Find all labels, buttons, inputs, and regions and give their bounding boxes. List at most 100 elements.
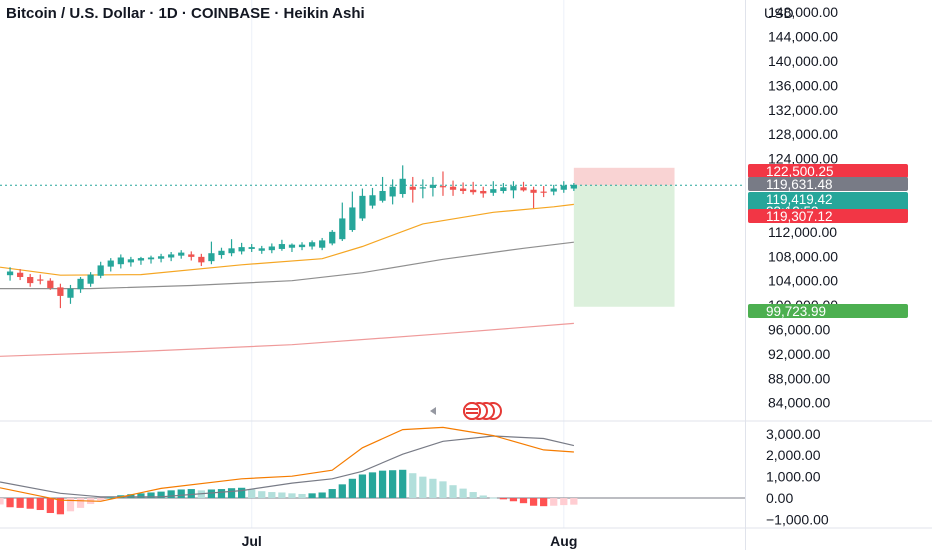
position-tool[interactable] (0, 167, 745, 307)
candle (490, 181, 497, 196)
macd-histogram-bar (127, 494, 135, 499)
price-label-badge: 119,307.12 (748, 209, 908, 224)
candle (349, 191, 356, 232)
moving-average-line (0, 203, 574, 276)
macd-histogram-bar (449, 485, 457, 499)
macd-histogram-bar (338, 484, 346, 499)
candle (389, 179, 396, 205)
events-arrow-icon (430, 407, 436, 415)
candle (550, 184, 557, 196)
macd-histogram-bar (26, 498, 34, 509)
events-icon[interactable] (430, 402, 502, 420)
candle-body (339, 218, 346, 240)
price-label-background (748, 177, 908, 191)
candle-body (97, 265, 104, 276)
candle (530, 186, 537, 209)
candle-body (510, 186, 517, 191)
macd-histogram-bar (36, 498, 44, 511)
candle (97, 261, 104, 279)
candle-body (449, 186, 457, 190)
y-tick-label: 128,000.00 (768, 126, 838, 142)
y-tick-label: 84,000.00 (768, 395, 830, 411)
macd-histogram-bar (318, 492, 326, 499)
price-axis[interactable]: 84,000.0088,000.0092,000.0096,000.00100,… (242, 4, 839, 549)
macd-histogram-bar (519, 498, 528, 504)
candle-body (298, 244, 306, 248)
macd-histogram-bar (268, 492, 276, 499)
macd-histogram-bar (248, 489, 256, 499)
macd-histogram-bar (227, 488, 236, 499)
macd-histogram-bar (489, 497, 497, 499)
moving-average-line (0, 241, 574, 290)
macd-histogram-bar (278, 492, 286, 499)
candle (77, 277, 84, 293)
candle (298, 242, 306, 251)
macd-histogram-bar (368, 472, 377, 499)
candle (278, 239, 286, 251)
macd-histogram-bar (46, 498, 54, 514)
candle-body (369, 195, 376, 206)
y-tick-label: 148,000.00 (768, 4, 838, 20)
event-flag-icon[interactable] (463, 402, 481, 420)
candle (359, 188, 366, 221)
stop-loss-zone[interactable] (573, 167, 675, 186)
candle (319, 237, 326, 251)
y-tick-label: 2,000.00 (766, 447, 821, 463)
candle-body (137, 258, 145, 261)
y-tick-label: 1,000.00 (766, 469, 821, 485)
macd-histogram-bar (177, 489, 185, 499)
candle (27, 273, 34, 287)
y-tick-label: 3,000.00 (766, 426, 821, 442)
macd-histogram-bar (308, 493, 316, 499)
candle-body (550, 188, 557, 192)
price-labels: 122,500.25119,631.48119,419.4223:12:5311… (748, 164, 908, 319)
price-label-badge: 99,723.99 (748, 304, 908, 319)
chart-title: Bitcoin / U.S. Dollar · 1D · COINBASE · … (6, 5, 365, 22)
candle (157, 253, 165, 263)
y-tick-label: 140,000.00 (768, 53, 838, 69)
candle (258, 245, 265, 254)
macd-histogram-bar (97, 498, 105, 501)
candle (37, 274, 44, 285)
candle-body (67, 288, 74, 298)
candle-body (288, 244, 296, 248)
macd-histogram-bar (56, 498, 65, 515)
candle-body (157, 256, 165, 259)
candle-body (500, 187, 507, 191)
macd-histogram-bar (157, 491, 165, 499)
candle (6, 267, 14, 281)
macd-histogram-bar (378, 470, 387, 499)
macd-histogram-bar (348, 478, 356, 499)
candle-body (198, 256, 205, 263)
currency-label[interactable]: USD (764, 5, 794, 21)
y-tick-label: 104,000.00 (768, 273, 838, 289)
macd-histogram-bar (76, 498, 85, 508)
macd-histogram-bar (419, 476, 427, 499)
macd-histogram-bar (459, 488, 467, 499)
candle (87, 272, 94, 287)
candle-body (459, 188, 467, 191)
price-label-value: 119,419.42 (766, 192, 833, 207)
candle (369, 187, 376, 209)
macd-histogram-bar (509, 498, 518, 502)
macd-histogram-bar (540, 498, 548, 507)
macd-histogram-bar (147, 492, 155, 499)
candle (57, 283, 64, 309)
candle-body (57, 287, 64, 296)
y-tick-label: 124,000.00 (768, 151, 838, 167)
candle-body (268, 246, 275, 251)
candle (127, 256, 134, 267)
macd-histogram-bar (529, 498, 538, 506)
macd-histogram-bar (298, 493, 306, 499)
candle-body (248, 247, 255, 249)
macd-histogram-bar (288, 493, 296, 499)
candle (459, 182, 467, 195)
macd-histogram-bar (137, 493, 145, 499)
candle (520, 181, 527, 192)
x-tick-label: Aug (550, 533, 577, 549)
price-label-background (748, 304, 908, 318)
candle (67, 284, 74, 304)
take-profit-zone[interactable] (573, 185, 675, 307)
